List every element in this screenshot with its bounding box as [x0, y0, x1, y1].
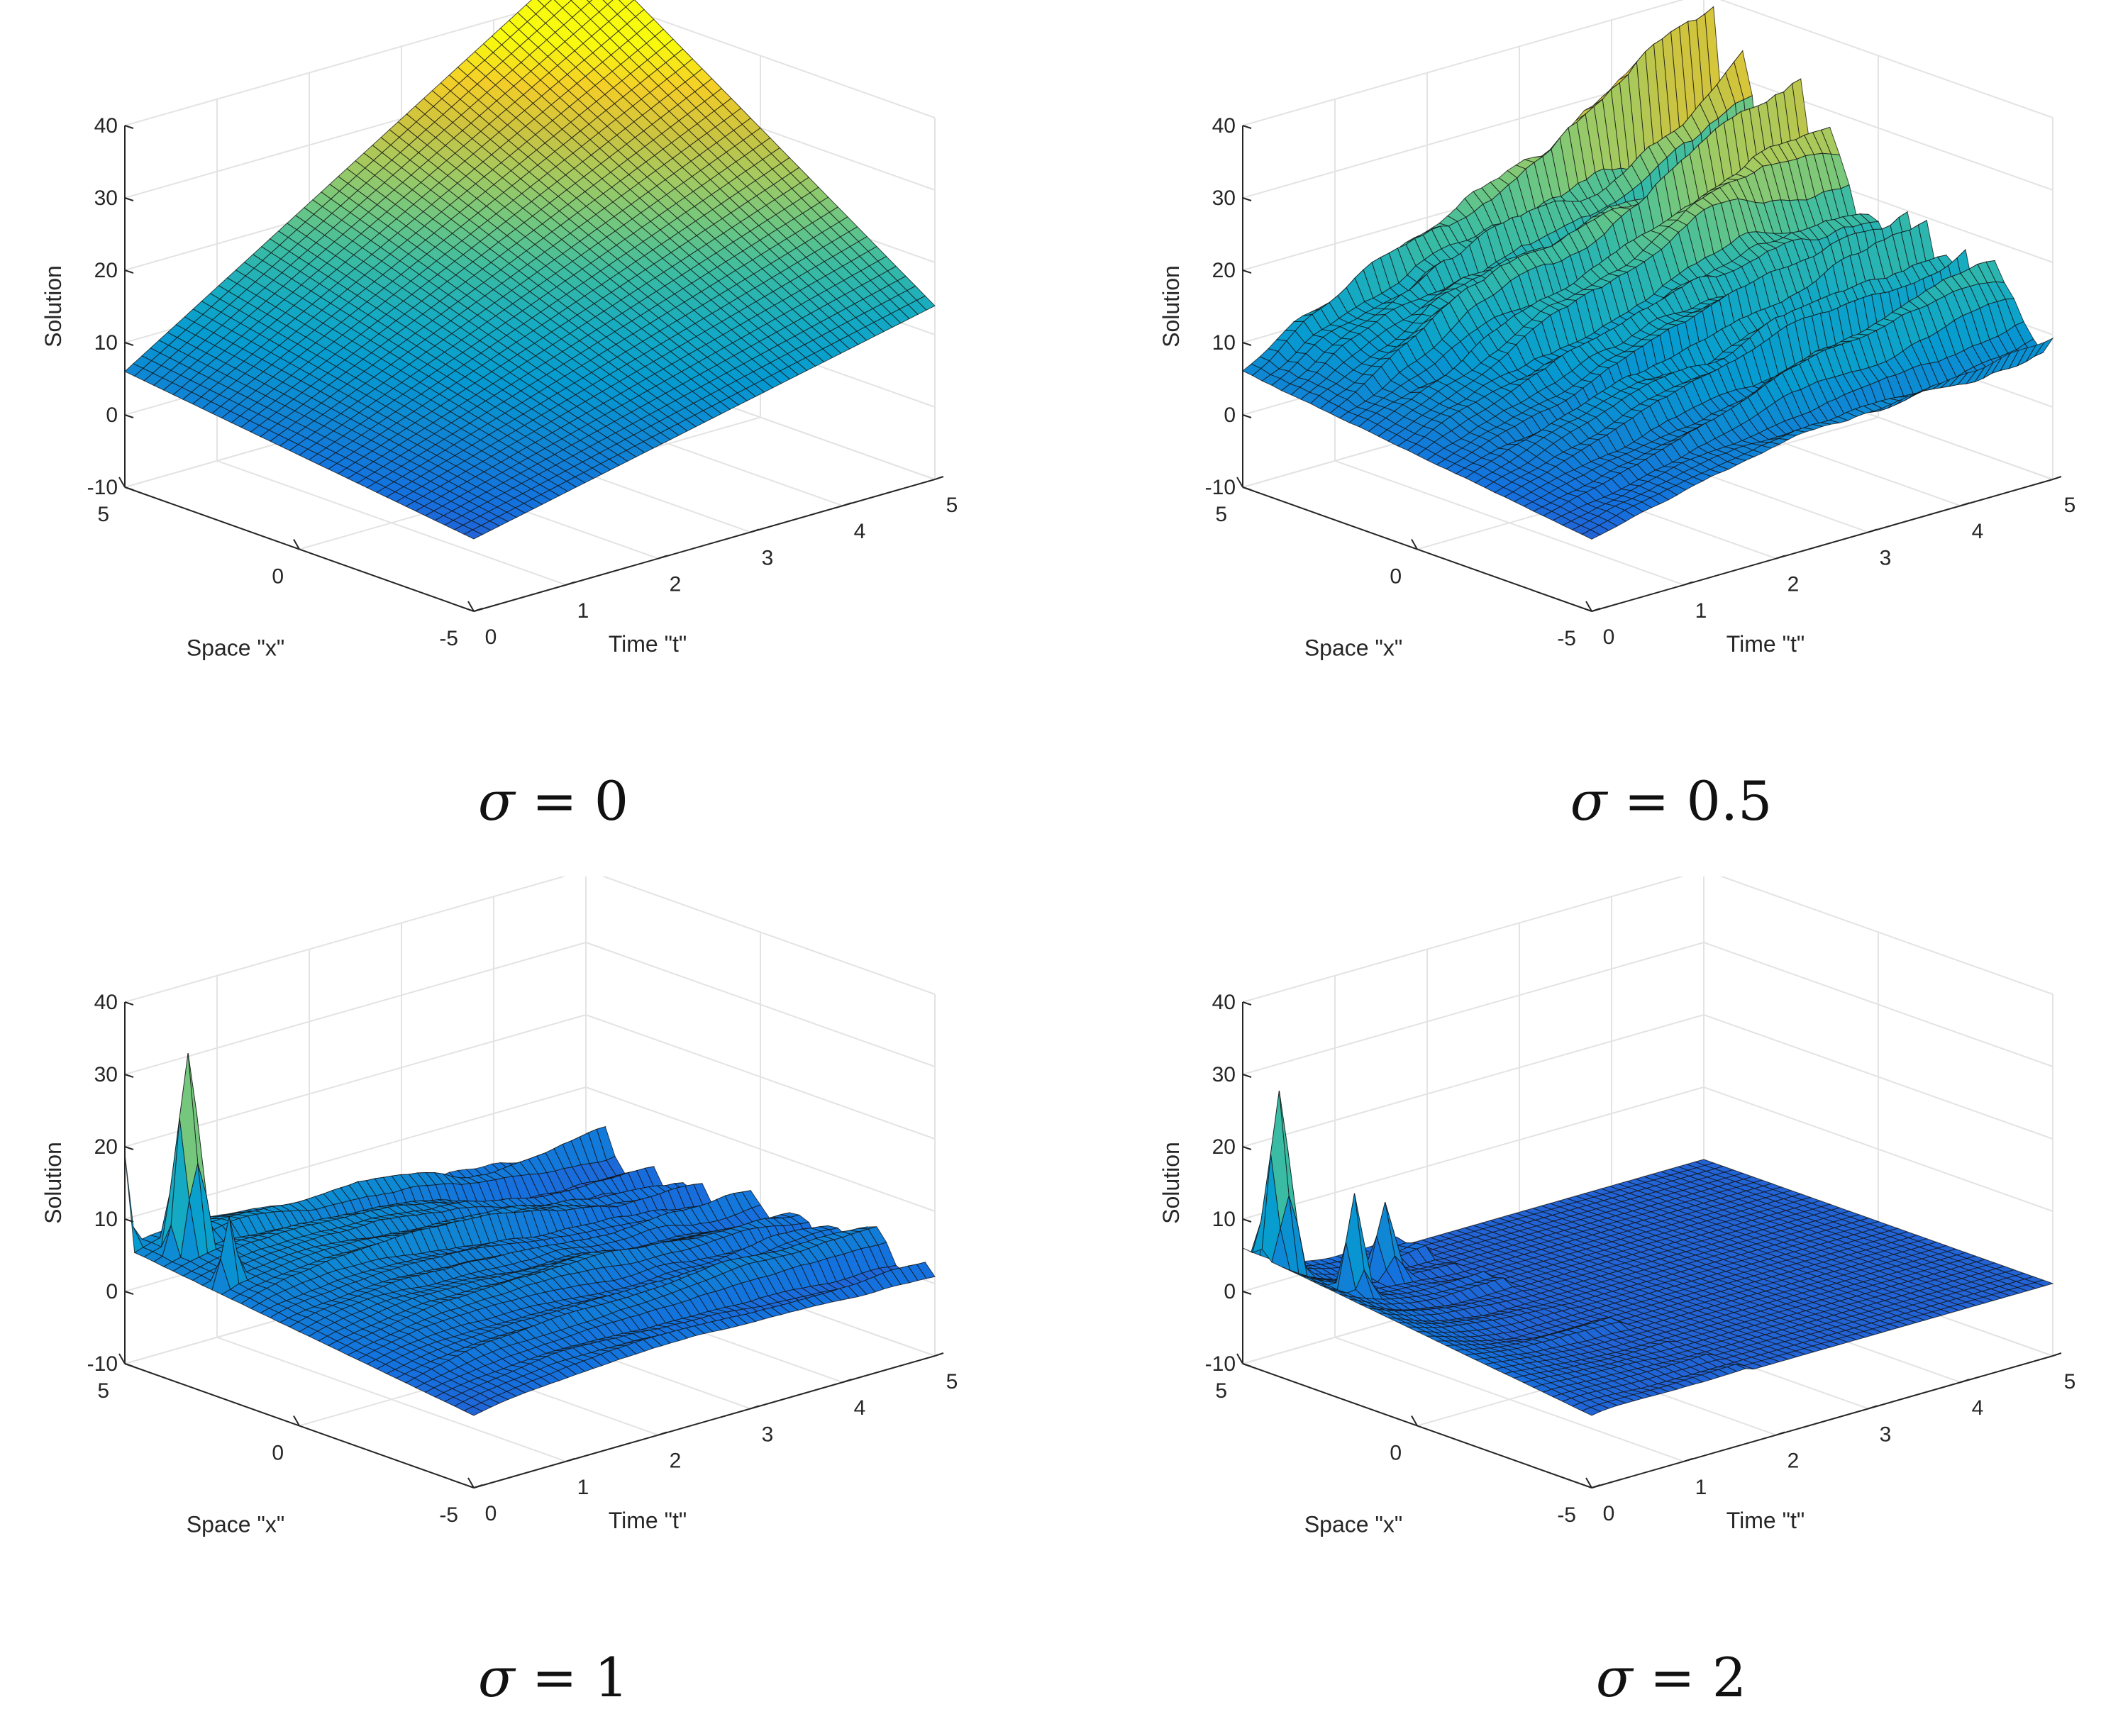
z-tick-label: 10 — [1212, 331, 1236, 355]
surface — [125, 1053, 935, 1415]
z-tick-label: -10 — [1205, 476, 1236, 499]
z-tick — [125, 198, 133, 201]
z-tick — [125, 270, 133, 273]
panel-sigma-0: -10 0 10 20 30 40 -5 0 5 0 1 2 3 4 5 Solution Space "x" T… — [0, 0, 1107, 859]
x-tick-label: 5 — [1215, 503, 1227, 526]
z-tick-label: 40 — [1212, 114, 1236, 138]
z-tick-label: 10 — [94, 331, 118, 355]
surface-plot-svg: -10 0 10 20 30 40 -5 0 5 0 1 2 3 4 5 Solution Space "x" T… — [0, 0, 1107, 859]
t-tick-label: 2 — [670, 573, 682, 596]
grid-line — [125, 877, 586, 1002]
x-tick-label: -5 — [1557, 627, 1576, 650]
surface — [125, 0, 935, 539]
x-tick-label: -5 — [439, 627, 458, 650]
z-axis-label: Solution — [40, 265, 66, 347]
x-tick — [119, 477, 125, 487]
t-tick — [2053, 477, 2061, 479]
panel-sigma-0.5: -10 0 10 20 30 40 -5 0 5 0 1 2 3 4 5 Solution Space "x" T… — [1118, 0, 2123, 859]
z-tick — [1243, 415, 1251, 418]
grid-line — [125, 942, 586, 1074]
t-tick-label: 1 — [577, 599, 589, 623]
t-tick-label: 1 — [1695, 599, 1707, 623]
x-tick-label: 5 — [97, 503, 109, 526]
z-tick — [125, 126, 133, 128]
t-axis-label: Time "t" — [609, 631, 687, 657]
t-tick-label: 0 — [1603, 625, 1615, 649]
t-tick-label: 3 — [762, 546, 774, 569]
z-tick-label: 30 — [1212, 187, 1236, 210]
t-tick-label: 2 — [1787, 573, 1800, 596]
x-axis-label: Space "x" — [187, 635, 284, 661]
z-tick — [1243, 487, 1251, 490]
z-tick — [1243, 126, 1251, 128]
t-tick-label: 4 — [1972, 520, 1984, 543]
surface — [1243, 7, 2053, 540]
surface-plot-svg: -10 0 10 20 30 40 -5 0 5 0 1 2 3 4 5 Solution Space "x" T… — [1118, 0, 2123, 859]
t-tick — [935, 477, 943, 479]
x-tick — [1237, 477, 1243, 487]
z-tick-label: -10 — [87, 476, 118, 499]
z-tick-label: 0 — [106, 404, 118, 427]
x-tick-label: 0 — [1390, 565, 1402, 589]
z-tick-label: 20 — [94, 259, 118, 282]
z-tick — [125, 487, 133, 490]
t-axis-label: Time "t" — [1726, 631, 1805, 657]
z-tick-label: 40 — [94, 114, 118, 138]
z-tick — [1243, 270, 1251, 273]
t-tick-label: 0 — [485, 625, 497, 649]
t-tick-label: 3 — [1880, 546, 1892, 569]
z-tick-label: 20 — [1212, 259, 1236, 282]
t-tick-label: 5 — [2064, 494, 2076, 517]
z-axis-label: Solution — [1158, 265, 1184, 347]
t-tick-label: 4 — [854, 520, 866, 543]
z-tick — [125, 415, 133, 418]
t-tick-label: 5 — [946, 494, 958, 517]
z-tick-label: 30 — [94, 187, 118, 210]
x-tick-label: 0 — [272, 565, 284, 589]
z-tick — [1243, 198, 1251, 201]
z-tick — [125, 343, 133, 345]
z-tick-label: 0 — [1224, 404, 1236, 427]
x-axis-label: Space "x" — [1304, 635, 1402, 661]
z-tick — [1243, 343, 1251, 345]
